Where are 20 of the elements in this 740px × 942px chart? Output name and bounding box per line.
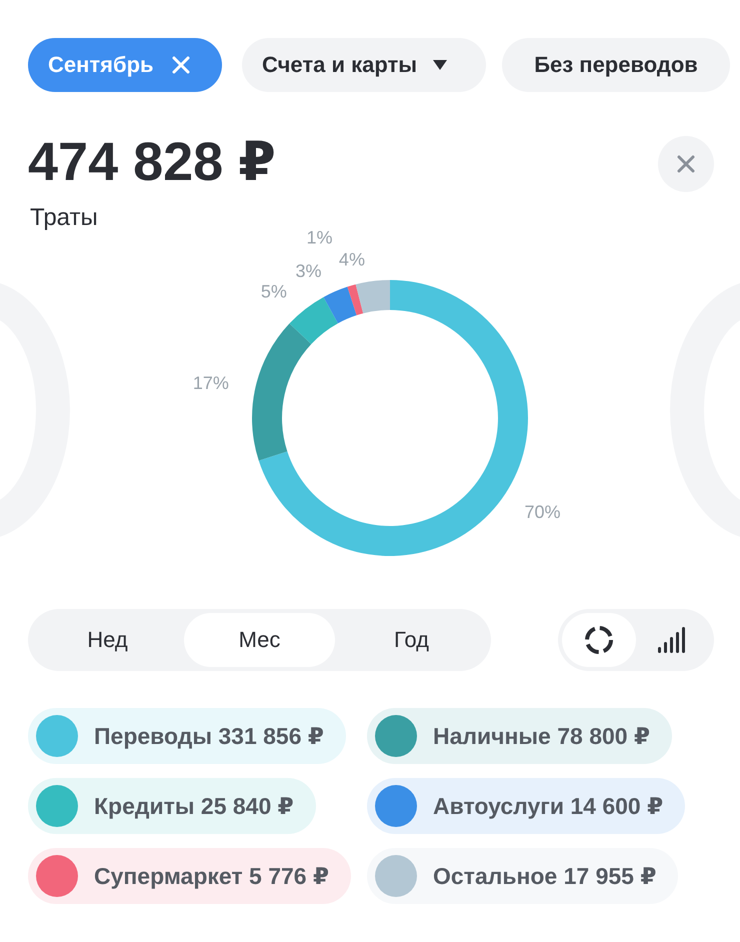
legend-label: Остальное 17 955 ₽ [433,862,656,890]
data-label: 5% [260,282,287,302]
text: Счета и карты [262,52,418,78]
text: Мес [184,613,335,667]
text: Сентябрь [48,52,154,78]
text: Год [392,626,430,654]
data-label: 1% [306,227,333,248]
chart-subtitle: Траты [30,204,98,232]
text: Без переводов [502,38,730,92]
chart-title: 474 828 ₽ [28,131,276,193]
legend-label: Супермаркет 5 776 ₽ [94,862,329,890]
data-label: 4% [338,249,365,270]
legend-label: Кредиты 25 840 ₽ [94,792,294,820]
data-label: 17% [192,373,229,394]
data-label: 70% [524,502,560,522]
data-label: 3% [295,261,322,282]
text: Нед [86,626,129,654]
legend-label: Автоуслуги 14 600 ₽ [433,792,664,820]
legend-label: Переводы 331 856 ₽ [94,722,324,750]
legend-label: Наличные 78 800 ₽ [433,722,650,750]
